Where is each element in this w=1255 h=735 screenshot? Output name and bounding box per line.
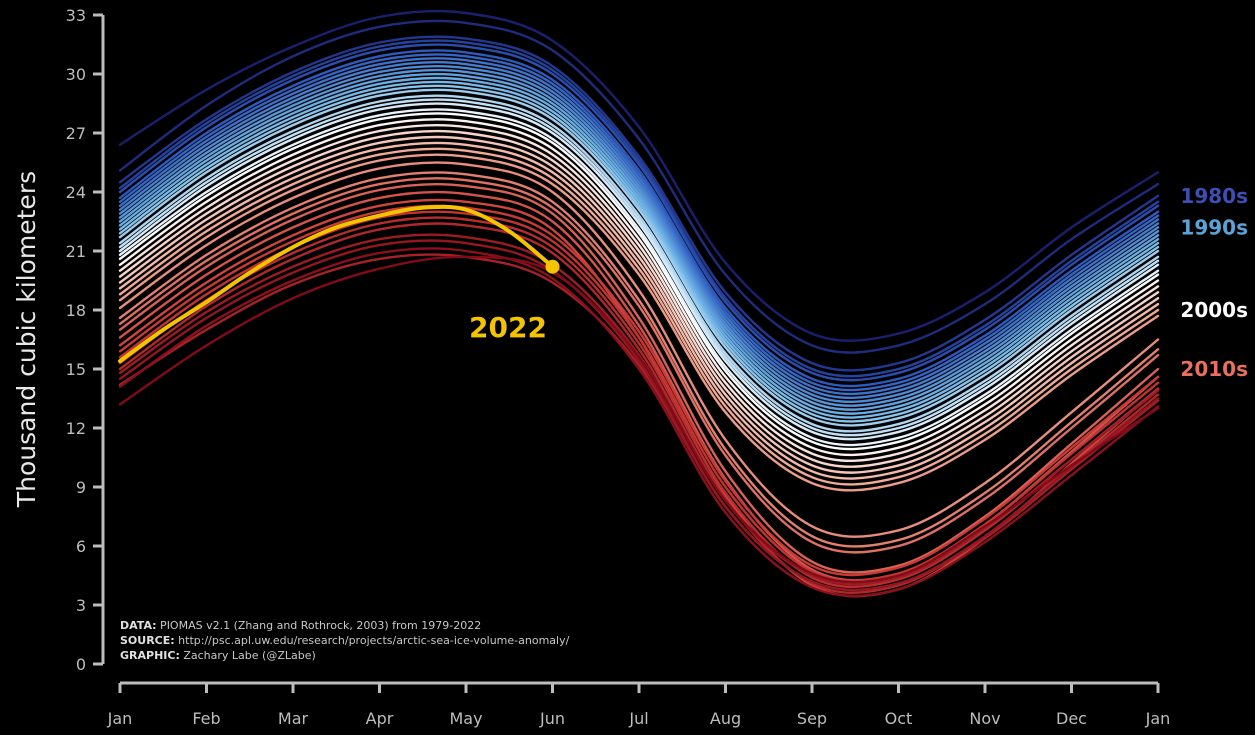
credit-line: DATA: PIOMAS v2.1 (Zhang and Rothrock, 2…: [120, 619, 481, 632]
series-line-1989: [118, 68, 1160, 407]
series-lines: [118, 9, 1160, 598]
y-tick-label: 27: [66, 124, 86, 143]
series-line-2020: [118, 247, 1160, 598]
series-line-2005: [118, 147, 1160, 486]
y-tick-label: 6: [76, 537, 86, 556]
series-line-1994: [118, 88, 1160, 427]
x-tick-label: Jan: [107, 709, 133, 728]
series-line-1990: [118, 72, 1160, 411]
series-line-1993: [118, 84, 1160, 423]
series-line-2004: [118, 141, 1160, 480]
series-line-2009: [118, 177, 1160, 554]
decade-labels: 1980s 1990s 2000s 2010s: [1180, 184, 1248, 381]
series-line-1987: [118, 61, 1160, 399]
highlight-series: [118, 204, 560, 364]
highlight-endpoint: [545, 259, 560, 274]
y-tick-label: 15: [66, 360, 86, 379]
series-line-1998: [118, 108, 1160, 447]
x-tick-label: Apr: [366, 709, 394, 728]
y-tick-label: 9: [76, 478, 86, 497]
series-line-2007: [118, 161, 1160, 538]
series-line-1997: [118, 102, 1160, 441]
series-line-1979: [118, 9, 1160, 342]
y-tick-label: 18: [66, 301, 86, 320]
series-line-1982: [118, 39, 1160, 378]
series-line-2002: [118, 129, 1160, 468]
series-line-2017: [118, 253, 1160, 592]
series-line-1999: [118, 112, 1160, 451]
x-tick-label: Oct: [885, 709, 913, 728]
y-axis-label: Thousand cubic kilometers: [12, 171, 41, 508]
x-tick-label: Sep: [797, 709, 827, 728]
decade-label-2010s: 2010s: [1180, 357, 1248, 381]
x-tick-label: Nov: [969, 709, 1000, 728]
x-tick-label: May: [449, 709, 482, 728]
decade-label-1980s: 1980s: [1180, 184, 1248, 208]
series-line-1996: [118, 98, 1160, 437]
series-line-1983: [118, 43, 1160, 382]
x-tick-label: Jul: [628, 709, 648, 728]
x-tick-label: Jun: [539, 709, 565, 728]
series-line-1988: [118, 64, 1160, 403]
series-line-1981: [118, 35, 1160, 372]
series-line-1985: [118, 53, 1160, 392]
series-line-2015: [118, 216, 1160, 589]
y-tick-label: 21: [66, 242, 86, 261]
x-tick-label: Jan: [1145, 709, 1171, 728]
series-line-2021: [118, 255, 1160, 584]
series-line-2013: [118, 204, 1160, 577]
series-line-1986: [118, 57, 1160, 396]
credits-block: DATA: PIOMAS v2.1 (Zhang and Rothrock, 2…: [120, 619, 570, 662]
axes: 0 3 6 9 12 15 18 21 24 27 30 33 Jan Feb Mar Apr May Jun Ju…: [66, 6, 1171, 728]
series-line-2003: [118, 135, 1160, 474]
series-line-2010: [118, 182, 1160, 574]
y-tick-label: 0: [76, 655, 86, 674]
y-tick-label: 12: [66, 419, 86, 438]
series-line-2001: [118, 123, 1160, 462]
chart-labels: Thousand cubic kilometers 2022 1980s 1990…: [12, 171, 1248, 662]
series-line-1992: [118, 80, 1160, 419]
x-tick-label: Aug: [710, 709, 741, 728]
x-tick-label: Mar: [278, 709, 309, 728]
series-line-2008: [118, 171, 1160, 548]
decade-label-2000s: 2000s: [1180, 298, 1248, 322]
highlight-line-2022: [118, 204, 555, 364]
highlight-year-label: 2022: [469, 311, 547, 344]
y-tick-label: 3: [76, 596, 86, 615]
credit-line: SOURCE: http://psc.apl.uw.edu/research/p…: [120, 634, 570, 647]
series-line-1995: [118, 94, 1160, 433]
decade-label-1990s: 1990s: [1180, 215, 1248, 239]
series-line-2016: [118, 222, 1160, 594]
y-tick-label: 33: [66, 6, 86, 25]
series-line-2006: [118, 153, 1160, 492]
series-line-2019: [118, 239, 1160, 592]
y-tick-label: 24: [66, 183, 86, 202]
y-tick-label: 30: [66, 65, 86, 84]
series-line-1980: [118, 19, 1160, 354]
series-line-1991: [118, 76, 1160, 415]
series-line-1984: [118, 49, 1160, 388]
x-tick-label: Dec: [1056, 709, 1087, 728]
series-line-2000: [118, 118, 1160, 457]
x-tick-label: Feb: [192, 709, 220, 728]
credit-line: GRAPHIC: Zachary Labe (@ZLabe): [120, 649, 316, 662]
